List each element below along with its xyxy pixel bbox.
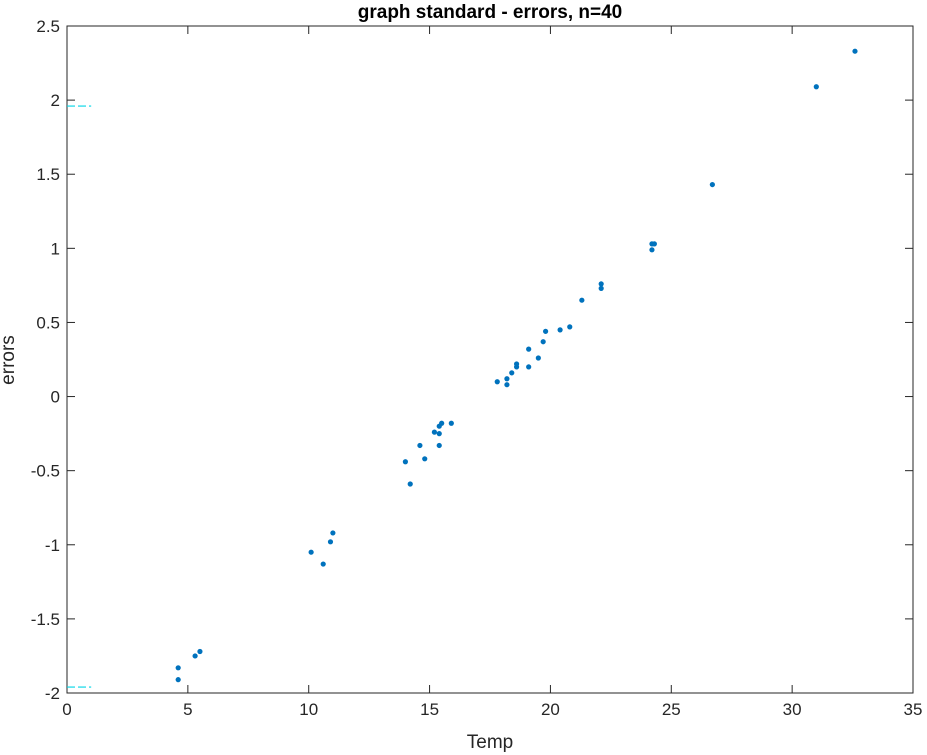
- data-point: [431, 429, 438, 435]
- y-axis-label: errors: [0, 335, 19, 385]
- data-point: [504, 382, 510, 388]
- y-tick-label: 2: [51, 91, 60, 110]
- y-tick-label: -0.5: [31, 462, 60, 481]
- data-point: [494, 379, 500, 385]
- data-point: [197, 648, 203, 655]
- chart-title: graph standard - errors, n=40: [358, 2, 623, 23]
- data-point: [598, 281, 604, 287]
- data-point: [407, 481, 413, 487]
- data-point: [579, 297, 585, 303]
- y-tick-label: -1: [45, 536, 60, 555]
- data-point: [567, 324, 573, 330]
- data-point: [542, 328, 549, 334]
- y-tick-label: 1.5: [36, 165, 60, 184]
- data-point: [540, 339, 546, 345]
- data-point: [651, 241, 657, 247]
- data-point: [813, 84, 819, 90]
- data-point: [448, 420, 454, 426]
- data-points: [175, 48, 858, 683]
- data-point: [402, 459, 408, 465]
- x-tick-label: 20: [541, 700, 560, 719]
- data-point: [422, 456, 428, 462]
- data-point: [649, 247, 655, 253]
- y-tick-label: 0.5: [36, 313, 60, 332]
- x-axis-label: Temp: [467, 732, 513, 753]
- data-point: [436, 431, 442, 437]
- data-point: [709, 181, 715, 188]
- x-tick-label: 30: [783, 700, 802, 719]
- plot-area: [66, 25, 914, 694]
- data-point: [439, 420, 445, 426]
- x-tick-label: 10: [299, 700, 318, 719]
- data-point: [192, 653, 198, 659]
- data-point: [436, 442, 442, 449]
- x-tick-label: 0: [62, 700, 71, 719]
- y-tick-label: -2: [45, 684, 60, 703]
- data-point: [526, 364, 532, 370]
- data-point: [557, 327, 563, 333]
- x-tick-label: 5: [183, 700, 192, 719]
- data-point: [504, 376, 510, 382]
- data-point: [852, 48, 858, 54]
- data-point: [330, 530, 336, 536]
- y-tick-label: 0: [51, 388, 60, 407]
- y-tick-label: 1: [51, 239, 60, 258]
- data-point: [175, 677, 181, 683]
- x-tick-label: 15: [420, 700, 439, 719]
- y-tick-label: -1.5: [31, 610, 60, 629]
- data-point: [598, 285, 604, 291]
- data-point: [509, 370, 515, 376]
- x-axis-ticks: 0 5 10 15 20 25 30 35: [62, 26, 922, 719]
- x-tick-label: 25: [662, 700, 681, 719]
- data-point: [526, 346, 532, 352]
- y-axis-ticks: -2 -1.5 -1 -0.5 0 0.5 1 1.5 2 2.5: [31, 17, 913, 703]
- data-point: [320, 561, 326, 567]
- x-tick-label: 35: [904, 700, 923, 719]
- data-point: [513, 361, 520, 367]
- data-point: [535, 355, 541, 361]
- reference-lines: [67, 105, 92, 688]
- y-tick-label: 2.5: [36, 17, 60, 36]
- data-point: [175, 665, 181, 671]
- data-point: [417, 442, 423, 449]
- data-point: [308, 549, 314, 555]
- data-point: [327, 539, 334, 545]
